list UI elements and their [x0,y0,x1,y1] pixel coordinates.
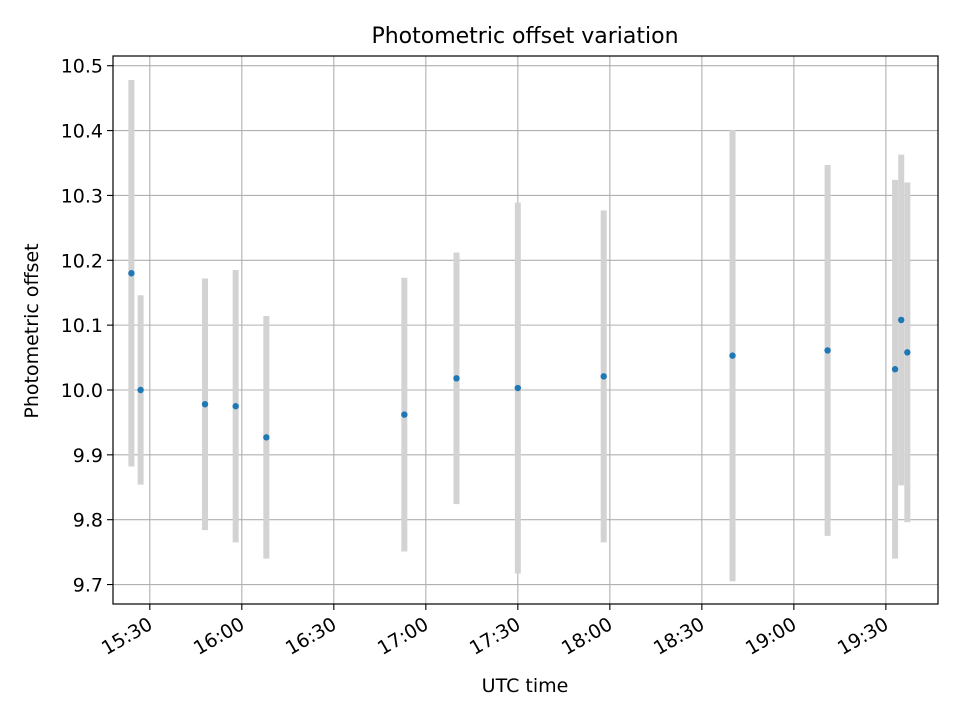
data-point [232,403,239,410]
data-point [824,347,831,354]
y-axis-title: Photometric offset [21,243,43,418]
x-axis-title: UTC time [482,675,569,697]
data-point [201,401,209,408]
y-tick-label: 10.3 [61,185,103,207]
data-points [128,270,911,441]
data-point [891,366,899,373]
y-tick-label: 10.5 [61,56,103,78]
y-tick-label: 9.7 [73,575,103,597]
y-tick-label: 9.9 [73,445,103,467]
data-point [904,349,911,356]
y-tick-label: 10.0 [61,380,103,402]
grid [113,56,938,604]
data-point [729,352,736,359]
plot-frame [112,55,939,605]
data-point [263,434,270,441]
chart-title: Photometric offset variation [371,24,678,49]
y-tick-label: 10.2 [61,250,103,272]
data-point [600,373,607,380]
y-tick-label: 10.4 [61,121,103,143]
data-point [897,316,905,324]
data-point [453,375,460,382]
y-tick-label: 9.8 [73,510,103,532]
data-point [514,384,522,392]
y-axis: 9.7 9.8 9.9 10.0 10.1 10.2 10.3 10.4 10.5 [61,56,113,597]
data-point [401,411,408,418]
y-tick-label: 10.1 [61,315,103,337]
data-point [137,386,144,394]
data-point [128,270,135,277]
